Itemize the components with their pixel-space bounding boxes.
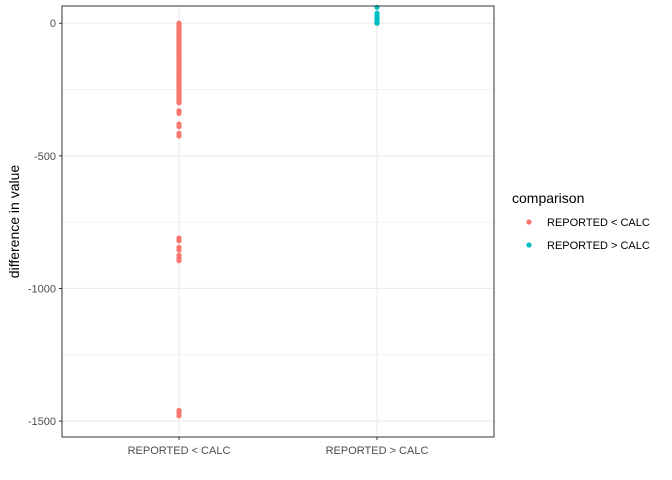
- y-tick-label: 0: [50, 18, 56, 30]
- data-point: [176, 413, 182, 419]
- y-tick-label: -1000: [28, 283, 56, 295]
- y-tick-label: -1500: [28, 416, 56, 428]
- y-axis-title: difference in value: [6, 165, 22, 279]
- data-point: [374, 10, 380, 16]
- data-point: [176, 124, 182, 130]
- legend: comparison REPORTED < CALC REPORTED > CAL…: [512, 190, 650, 252]
- data-point: [176, 247, 182, 253]
- legend-label: REPORTED > CALC: [547, 240, 650, 252]
- data-point: [176, 258, 182, 264]
- data-point: [176, 110, 182, 117]
- x-tick-label: REPORTED < CALC: [128, 445, 231, 457]
- axis-ticks: 0 -500 -1000 -1500 REPORTED < CALC REPORTED >…: [28, 18, 429, 457]
- legend-title: comparison: [512, 190, 584, 206]
- x-tick-label: REPORTED > CALC: [326, 445, 429, 457]
- data-point: [176, 100, 182, 106]
- legend-key: [526, 219, 532, 225]
- y-tick-label: -500: [34, 151, 56, 163]
- grid-lines: [62, 6, 494, 437]
- data-point: [176, 238, 182, 244]
- legend-label: REPORTED < CALC: [547, 217, 650, 229]
- plot-panel-border: [61, 5, 495, 438]
- legend-key: [526, 242, 532, 248]
- data-point: [176, 133, 182, 139]
- data-points: [176, 4, 380, 419]
